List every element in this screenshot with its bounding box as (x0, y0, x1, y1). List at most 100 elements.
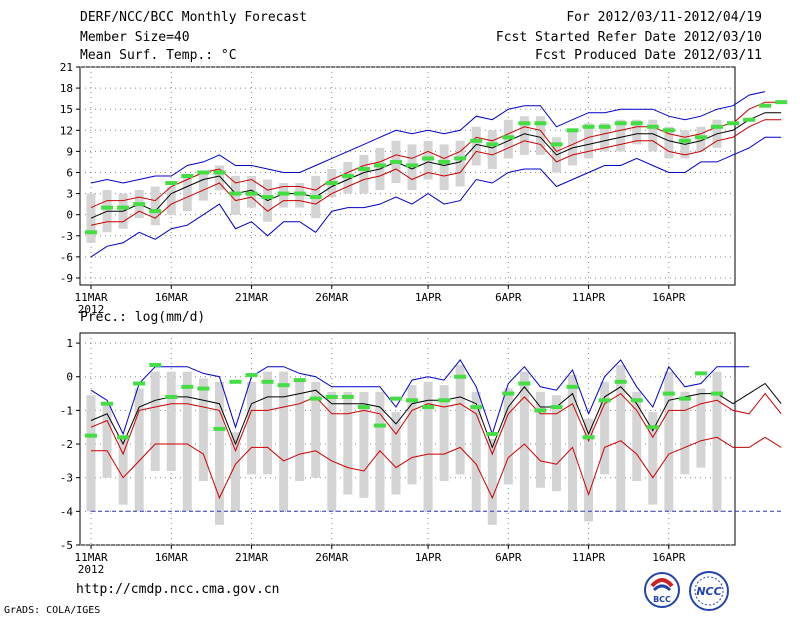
temp-spread-bar (214, 165, 224, 191)
prec-spread-bar (263, 371, 273, 475)
temp-ytick-label: 18 (60, 82, 73, 95)
temp-spread-bar (455, 140, 465, 187)
prec-spread-bar (230, 432, 240, 512)
temp-spread-bar (632, 119, 642, 145)
prec-xtick-label: 11MAR (74, 551, 107, 564)
prec-observed-mark (582, 435, 595, 440)
temp-spread-bar (487, 130, 497, 169)
prec-ytick-label: -5 (60, 539, 73, 552)
prec-spread-bar (150, 371, 160, 471)
prec-xtick-label: 26MAR (315, 551, 348, 564)
prec-observed-mark (534, 408, 547, 413)
temp-observed-mark (470, 138, 483, 143)
temp-spread-bar (471, 126, 481, 166)
temp-ytick-label: -9 (60, 272, 73, 285)
prec-observed-mark (486, 431, 499, 436)
temp-ytick-label: 15 (60, 103, 73, 116)
temp-observed-mark (727, 121, 740, 126)
header-variable: Mean Surf. Temp.: °C (80, 48, 237, 63)
ncc-logo-icon: NCC (689, 571, 729, 611)
temp-observed-mark (117, 205, 130, 210)
prec-ytick-label: 1 (66, 337, 73, 350)
prec-spread-bar (86, 395, 96, 512)
temp-observed-mark (245, 191, 258, 196)
prec-observed-mark (229, 379, 242, 384)
temp-spread-bar (535, 116, 545, 155)
prec-xtick-label: 16MAR (155, 551, 188, 564)
prec-ytick-label: -3 (60, 472, 73, 485)
temp-observed-mark (422, 156, 435, 161)
temp-observed-mark (678, 138, 691, 143)
temp-plot-frame (79, 66, 736, 286)
temp-series-ensemble-mean (90, 112, 782, 219)
temp-observed-mark (438, 159, 451, 164)
svg-text:BCC: BCC (653, 595, 671, 604)
prec-observed-mark (630, 398, 643, 403)
prec-series-ensemble-mean (90, 382, 782, 449)
prec-spread-bar (214, 381, 224, 525)
prec-spread-bar (696, 388, 706, 468)
header-period: For 2012/03/11-2012/04/19 (566, 10, 762, 25)
temp-observed-mark (454, 156, 467, 161)
temp-observed-mark (341, 174, 354, 178)
temp-observed-mark (181, 174, 194, 178)
prec-xtick-label: 21MAR (235, 551, 268, 564)
prec-observed-mark (277, 383, 290, 388)
prec-observed-mark (406, 398, 419, 403)
prec-observed-mark (341, 394, 354, 399)
prec-spread-bar (359, 391, 369, 498)
header-member-size: Member Size=40 (80, 30, 190, 45)
temp-observed-mark (518, 121, 531, 126)
prec-spread-bar (247, 381, 257, 475)
prec-observed-mark (117, 435, 130, 440)
temp-observed-mark (582, 124, 595, 129)
temp-spread-bar (519, 116, 529, 155)
prec-spread-bar (295, 378, 305, 482)
footer-url[interactable]: http://cmdp.ncc.cma.gov.cn (76, 582, 280, 597)
prec-ytick-label: -1 (60, 404, 73, 417)
temp-observed-mark (662, 128, 675, 133)
temp-observed-mark (486, 142, 499, 147)
temp-spread-bar (182, 176, 192, 212)
header-start-date: Fcst Started Refer Date 2012/03/10 (495, 30, 762, 45)
prec-observed-mark (197, 386, 210, 391)
temp-observed-mark (614, 121, 627, 126)
prec-observed-mark (389, 396, 402, 401)
prec-series-ensemble-max (90, 359, 750, 436)
temp-observed-mark (550, 142, 563, 147)
prec-observed-mark (710, 391, 723, 396)
temp-ytick-label: 9 (66, 145, 73, 158)
temp-spread-bar (648, 119, 658, 152)
temp-xtick-label: 6APR (495, 291, 522, 304)
prec-spread-bar (600, 381, 610, 475)
temp-series-ensemble-min (90, 136, 782, 258)
bcc-logo-icon: BCC (644, 572, 680, 608)
prec-plot-frame (79, 332, 736, 546)
prec-spread-bar (455, 364, 465, 475)
temp-series-ensemble-max (90, 91, 766, 184)
prec-observed-mark (598, 398, 611, 403)
temp-observed-mark (293, 191, 306, 196)
prec-ytick-label: -2 (60, 438, 73, 451)
temp-spread-bar (166, 186, 176, 215)
prec-observed-mark (181, 384, 194, 389)
prec-spread-bar (166, 371, 176, 471)
temp-observed-mark (534, 121, 547, 126)
prec-spread-bar (327, 391, 337, 512)
temp-xtick-label: 1APR (415, 291, 442, 304)
temp-observed-mark (743, 117, 756, 122)
temp-observed-mark (694, 135, 707, 140)
temp-observed-mark (566, 128, 579, 133)
temp-observed-mark (710, 124, 723, 129)
header-produced-date: Fcst Produced Date 2012/03/11 (535, 48, 762, 63)
prec-observed-mark (261, 379, 274, 384)
prec-observed-mark (85, 433, 98, 438)
prec-observed-mark (293, 378, 306, 383)
temp-year-label: 2012 (78, 303, 105, 316)
prec-spread-bar (551, 395, 561, 492)
prec-spread-bar (343, 391, 353, 495)
prec-series-upper-percentile (90, 392, 782, 456)
prec-observed-mark (614, 379, 627, 384)
prec-spread-bar (535, 391, 545, 488)
temp-spread-bar (150, 186, 160, 226)
